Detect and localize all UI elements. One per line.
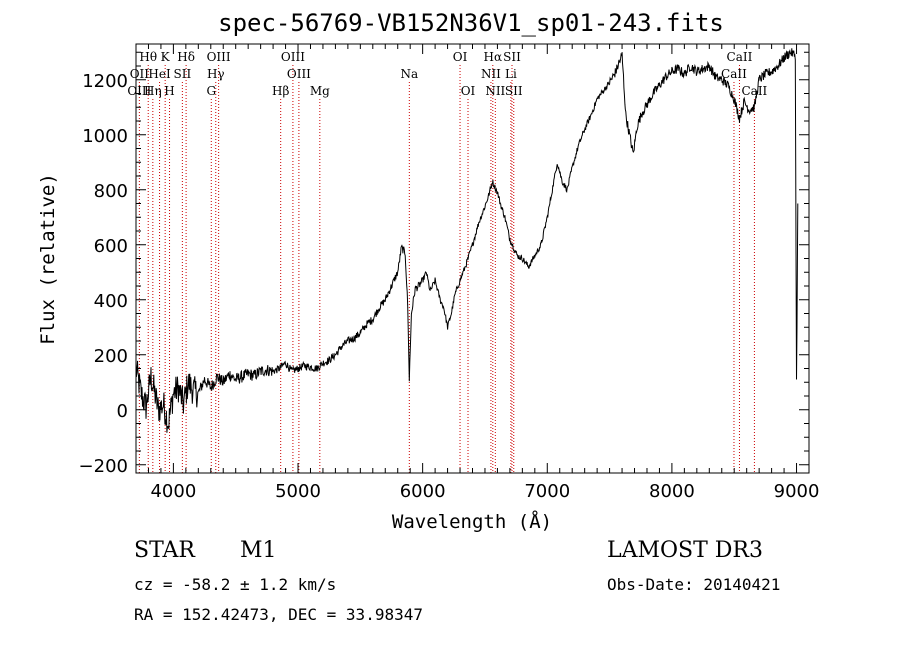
spectral-line-label: CaII: [741, 84, 767, 98]
y-axis-label: Flux (relative): [37, 173, 59, 345]
spectral-line-label: K: [161, 50, 171, 64]
x-axis-label: Wavelength (Å): [392, 510, 552, 533]
spectral-line-label: CaII: [721, 67, 747, 81]
spectral-line-label: Hα: [484, 50, 503, 64]
spectral-line-label: Hδ: [177, 50, 195, 64]
y-tick-label: 0: [117, 401, 128, 422]
y-tick-label: 400: [94, 291, 128, 312]
x-tick-labels: 4000 5000 6000 7000 8000 9000: [150, 481, 819, 502]
y-tick-label: 200: [94, 346, 128, 367]
spectral-line-label: Hβ: [272, 84, 289, 98]
x-tick-label: 8000: [649, 481, 695, 502]
coordinates: RA = 152.42473, DEC = 33.98347: [134, 605, 423, 624]
obs-date: Obs-Date: 20140421: [607, 575, 781, 594]
spectral-line-markers: [138, 65, 755, 473]
spectral-line-label: G: [206, 84, 216, 98]
spectral-line-label: HeI: [148, 67, 171, 81]
redshift-value: cz = -58.2 ± 1.2 km/s: [134, 575, 337, 594]
object-subclass: M1: [240, 538, 277, 563]
x-tick-label: 6000: [400, 481, 446, 502]
spectral-line-label: OI: [453, 50, 468, 64]
x-tick-label: 9000: [774, 481, 820, 502]
y-tick-label: 1200: [82, 71, 128, 92]
spectral-line-label: OIII: [207, 50, 231, 64]
spectral-line-label: Na: [400, 67, 418, 81]
x-tick-label: 4000: [150, 481, 196, 502]
y-tick-labels: −200 0 200 400 600 800 1000 1200: [79, 71, 128, 477]
axis-ticks: [135, 44, 810, 473]
spectral-line-label: OIII: [127, 84, 151, 98]
survey-name: LAMOST DR3: [607, 538, 763, 563]
spectral-line-label: Mg: [310, 84, 330, 98]
spectral-line-label: Hη: [144, 84, 162, 98]
spectral-line-label: SII: [505, 84, 523, 98]
chart-title: spec-56769-VB152N36V1_sp01-243.fits: [218, 9, 724, 37]
spectral-line-label: NII: [481, 67, 501, 81]
spectral-line-label: Hθ: [139, 50, 157, 64]
y-tick-label: 600: [94, 236, 128, 257]
spectrum-line: [135, 48, 799, 433]
y-tick-label: 1000: [82, 126, 128, 147]
spectral-line-label: OI: [461, 84, 476, 98]
plot-frame: [135, 43, 810, 474]
spectral-line-label: CaII: [727, 50, 753, 64]
y-tick-label: −200: [79, 456, 128, 477]
spectral-line-label: SII: [174, 67, 192, 81]
spectral-line-label: H: [164, 84, 174, 98]
spectral-line-label: OII: [130, 67, 150, 81]
y-tick-label: 800: [94, 181, 128, 202]
spectral-line-label: NII: [485, 84, 505, 98]
object-class: STAR: [134, 538, 195, 563]
spectral-line-label: Li: [505, 67, 517, 81]
spectral-line-label: Hγ: [207, 67, 225, 81]
spectral-line-label: OIII: [287, 67, 311, 81]
spectral-line-label: OIII: [281, 50, 305, 64]
spectral-line-label: SII: [503, 50, 521, 64]
x-tick-label: 7000: [524, 481, 570, 502]
x-tick-label: 5000: [275, 481, 321, 502]
